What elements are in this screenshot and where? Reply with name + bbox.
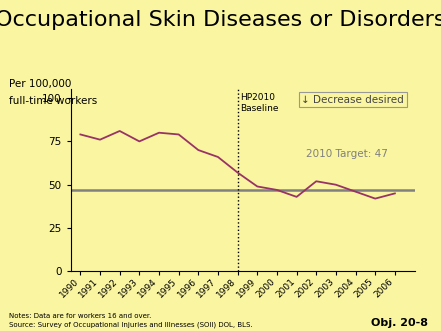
- Text: Obj. 20-8: Obj. 20-8: [371, 318, 428, 328]
- Text: ↓ Decrease desired: ↓ Decrease desired: [302, 95, 404, 105]
- Text: 2010 Target: 47: 2010 Target: 47: [306, 149, 389, 159]
- Text: Notes: Data are for workers 16 and over.: Notes: Data are for workers 16 and over.: [9, 313, 151, 319]
- Text: Source: Survey of Occupational Injuries and Illnesses (SOII) DOL, BLS.: Source: Survey of Occupational Injuries …: [9, 321, 252, 328]
- Text: Per 100,000: Per 100,000: [9, 79, 71, 89]
- Text: full-time workers: full-time workers: [9, 96, 97, 106]
- Text: HP2010
Baseline: HP2010 Baseline: [241, 93, 279, 113]
- Text: Occupational Skin Diseases or Disorders: Occupational Skin Diseases or Disorders: [0, 10, 441, 30]
